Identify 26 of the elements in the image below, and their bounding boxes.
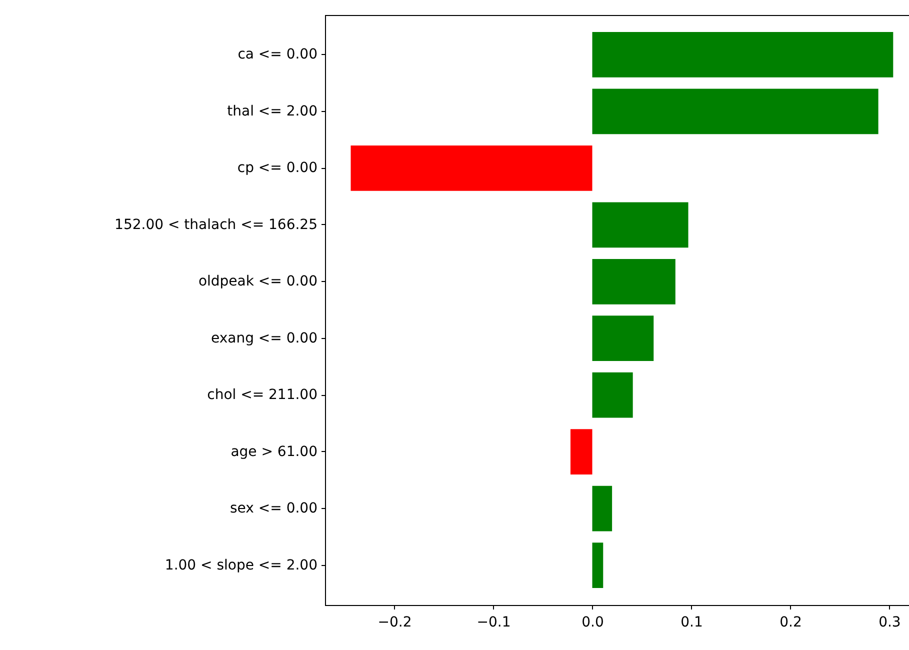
x-tick-label: −0.1: [476, 614, 511, 630]
bar: [592, 202, 688, 248]
x-tick-label: 0.1: [680, 614, 703, 630]
x-tick-label: 0.0: [582, 614, 604, 630]
bar: [592, 316, 654, 362]
y-tick-label: cp <= 0.00: [237, 160, 318, 176]
y-tick-label: 1.00 < slope <= 2.00: [164, 557, 318, 574]
y-tick-label: ca <= 0.00: [238, 46, 318, 63]
y-tick-label: thal <= 2.00: [227, 103, 318, 120]
bar: [350, 145, 592, 191]
y-tick-label: sex <= 0.00: [230, 500, 318, 517]
x-tick-label: 0.3: [878, 614, 901, 630]
x-tick-label: −0.2: [378, 614, 412, 630]
bar: [592, 258, 676, 304]
bar: [592, 32, 894, 78]
y-tick-label: age > 61.00: [230, 444, 318, 460]
y-tick-label: chol <= 211.00: [207, 387, 318, 404]
y-tick-label: 152.00 < thalach <= 166.25: [114, 216, 318, 233]
bar: [592, 88, 878, 134]
y-tick-label: oldpeak <= 0.00: [198, 274, 318, 290]
bar: [570, 429, 592, 475]
bar: [592, 372, 633, 418]
bar: [592, 542, 604, 588]
x-tick-label: 0.2: [780, 614, 802, 630]
y-tick-label: exang <= 0.00: [210, 330, 318, 346]
bar: [592, 486, 612, 532]
